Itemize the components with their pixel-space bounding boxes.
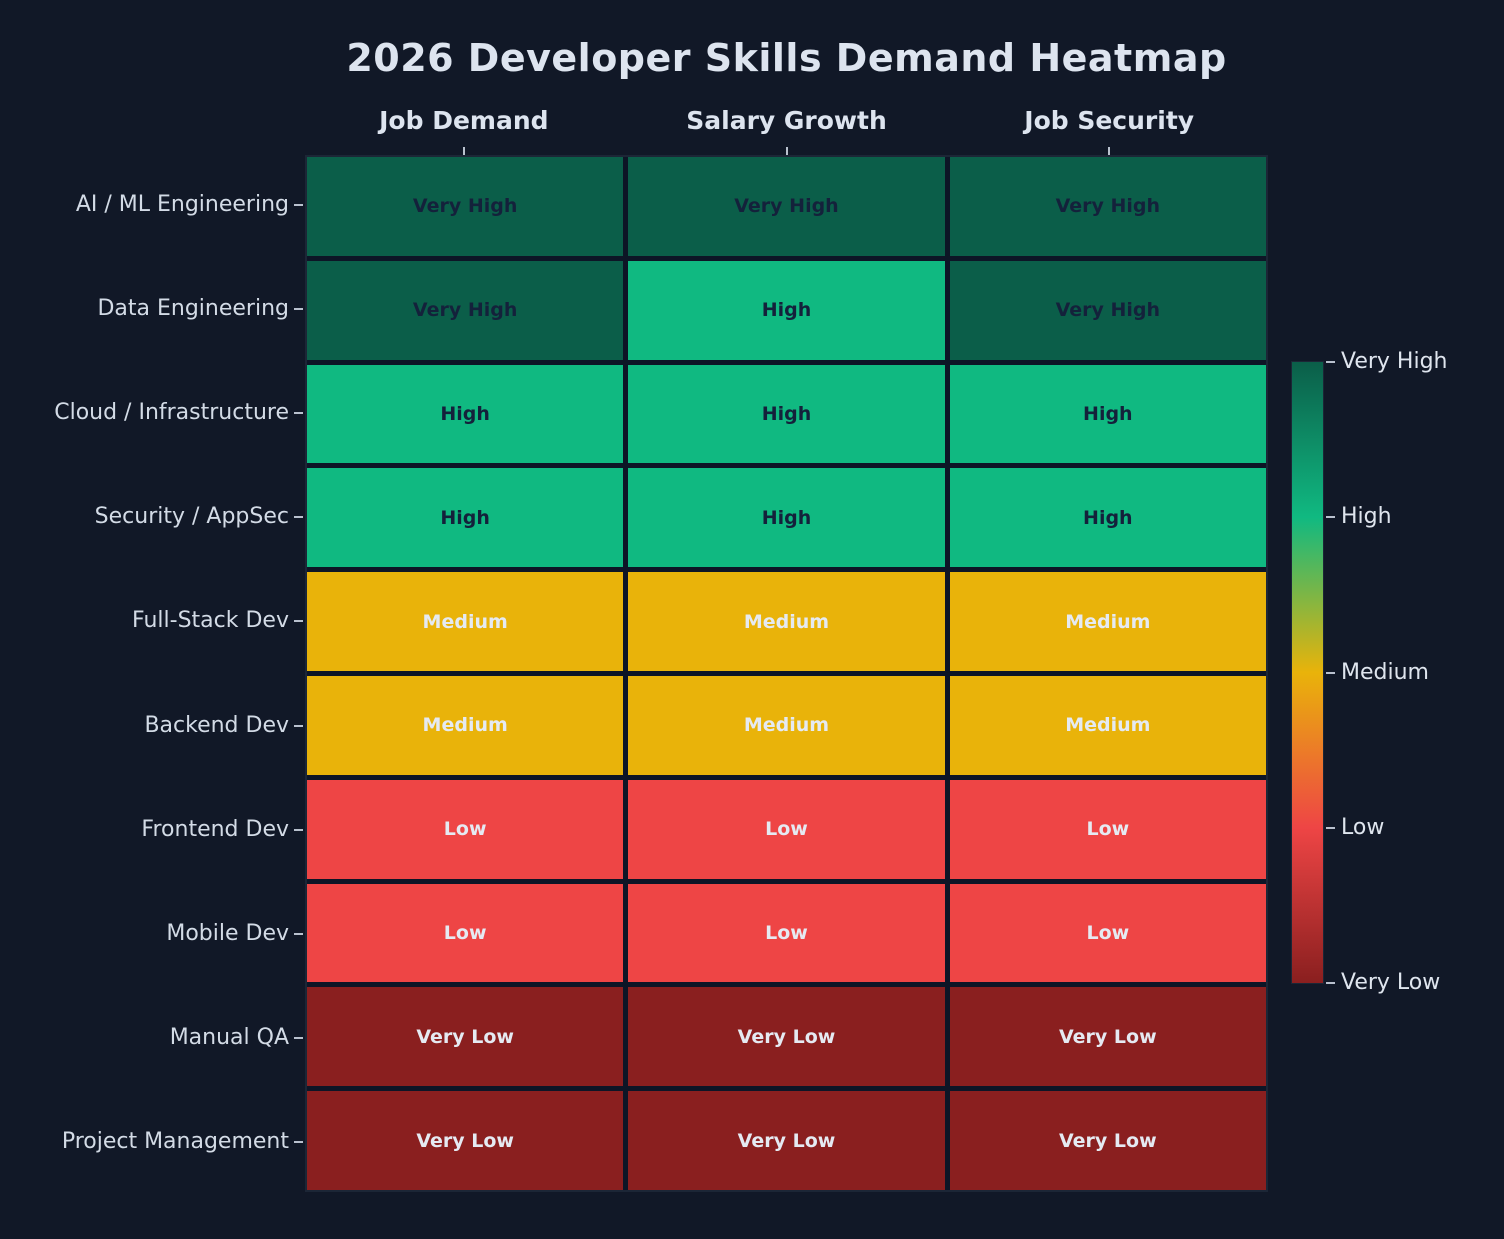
heatmap-cell-security-appsec-salary-growth: High (628, 468, 945, 568)
colorbar-tick (1326, 361, 1335, 363)
heatmap-cell-mobile-dev-job-demand: Low (307, 883, 624, 983)
column-tick (462, 147, 465, 155)
heatmap-cell-frontend-dev-salary-growth: Low (628, 779, 945, 879)
row-tick (294, 516, 303, 519)
row-tick (294, 203, 303, 206)
colorbar-label-high: High (1341, 504, 1392, 530)
colorbar-label-medium: Medium (1341, 659, 1429, 685)
colorbar-tick (1326, 671, 1335, 674)
heatmap-cell-cloud-infrastructure-job-security: High (949, 364, 1266, 464)
row-tick (294, 307, 303, 310)
column-header-job-security: Job Security (1024, 106, 1195, 135)
heatmap-cell-full-stack-dev-job-demand: Medium (307, 572, 624, 671)
heatmap-cell-data-engineering-job-demand: Very High (307, 260, 624, 360)
heatmap-cell-full-stack-dev-job-security: Medium (949, 572, 1266, 671)
heatmap-cell-mobile-dev-salary-growth: Low (628, 883, 945, 983)
row-label-security-appsec: Security / AppSec (94, 504, 289, 530)
row-tick (294, 1037, 303, 1040)
row-label-data-engineering: Data Engineering (97, 295, 289, 321)
heatmap-cell-data-engineering-job-security: Very High (949, 260, 1266, 360)
row-label-ai-ml-engineering: AI / ML Engineering (75, 191, 289, 217)
row-label-project-management: Project Management (61, 1129, 289, 1155)
heatmap-cell-ai-ml-engineering-job-demand: Very High (307, 157, 624, 256)
heatmap-cell-security-appsec-job-security: High (949, 468, 1266, 568)
heatmap-cell-ai-ml-engineering-job-security: Very High (949, 157, 1266, 256)
heatmap-cell-ai-ml-engineering-salary-growth: Very High (628, 157, 945, 256)
heatmap-cell-project-management-job-security: Very Low (949, 1091, 1266, 1190)
colorbar-label-low: Low (1341, 814, 1385, 840)
row-label-full-stack-dev: Full-Stack Dev (132, 608, 289, 634)
row-tick (294, 412, 303, 414)
row-tick (294, 1141, 303, 1144)
column-header-salary-growth: Salary Growth (686, 106, 887, 135)
heatmap-cell-security-appsec-job-demand: High (307, 468, 624, 568)
heatmap-cell-data-engineering-salary-growth: High (628, 260, 945, 360)
heatmap-cell-frontend-dev-job-security: Low (949, 779, 1266, 879)
row-label-frontend-dev: Frontend Dev (141, 816, 289, 842)
heatmap-cell-frontend-dev-job-demand: Low (307, 779, 624, 879)
heatmap-cell-backend-dev-salary-growth: Medium (628, 676, 945, 775)
heatmap-cell-full-stack-dev-salary-growth: Medium (628, 572, 945, 671)
chart-title: 2026 Developer Skills Demand Heatmap (346, 36, 1227, 80)
colorbar-gradient (1291, 361, 1324, 984)
colorbar-tick (1326, 982, 1335, 984)
heatmap-cell-backend-dev-job-demand: Medium (307, 676, 624, 775)
colorbar-label-very-high: Very High (1341, 349, 1448, 374)
row-label-backend-dev: Backend Dev (144, 712, 289, 738)
heatmap-cell-manual-qa-job-demand: Very Low (307, 987, 624, 1087)
heatmap-cell-mobile-dev-job-security: Low (949, 883, 1266, 983)
column-tick (1108, 147, 1111, 155)
column-headers: Job Demand Salary Growth Job Security (305, 106, 1268, 135)
row-tick (294, 724, 303, 727)
row-label-manual-qa: Manual QA (169, 1025, 289, 1051)
heatmap-cell-cloud-infrastructure-job-demand: High (307, 364, 624, 464)
row-label-cloud-infrastructure: Cloud / Infrastructure (54, 400, 289, 425)
heatmap-cell-manual-qa-salary-growth: Very Low (628, 987, 945, 1087)
heatmap-grid: Very High Very High Very High Very High High… (305, 155, 1268, 1192)
column-header-job-demand: Job Demand (379, 106, 549, 135)
heatmap-cell-manual-qa-job-security: Very Low (949, 987, 1266, 1087)
row-label-mobile-dev: Mobile Dev (166, 921, 289, 946)
heatmap-cell-project-management-salary-growth: Very Low (628, 1091, 945, 1190)
colorbar-tick (1326, 826, 1335, 829)
row-tick (294, 933, 303, 935)
heatmap-cell-project-management-job-demand: Very Low (307, 1091, 624, 1190)
heatmap-cell-cloud-infrastructure-salary-growth: High (628, 364, 945, 464)
heatmap-cell-backend-dev-job-security: Medium (949, 676, 1266, 775)
colorbar-label-very-low: Very Low (1341, 970, 1441, 995)
colorbar-tick (1326, 516, 1335, 519)
row-tick (294, 828, 303, 831)
row-tick (294, 620, 303, 623)
column-tick (785, 147, 788, 155)
